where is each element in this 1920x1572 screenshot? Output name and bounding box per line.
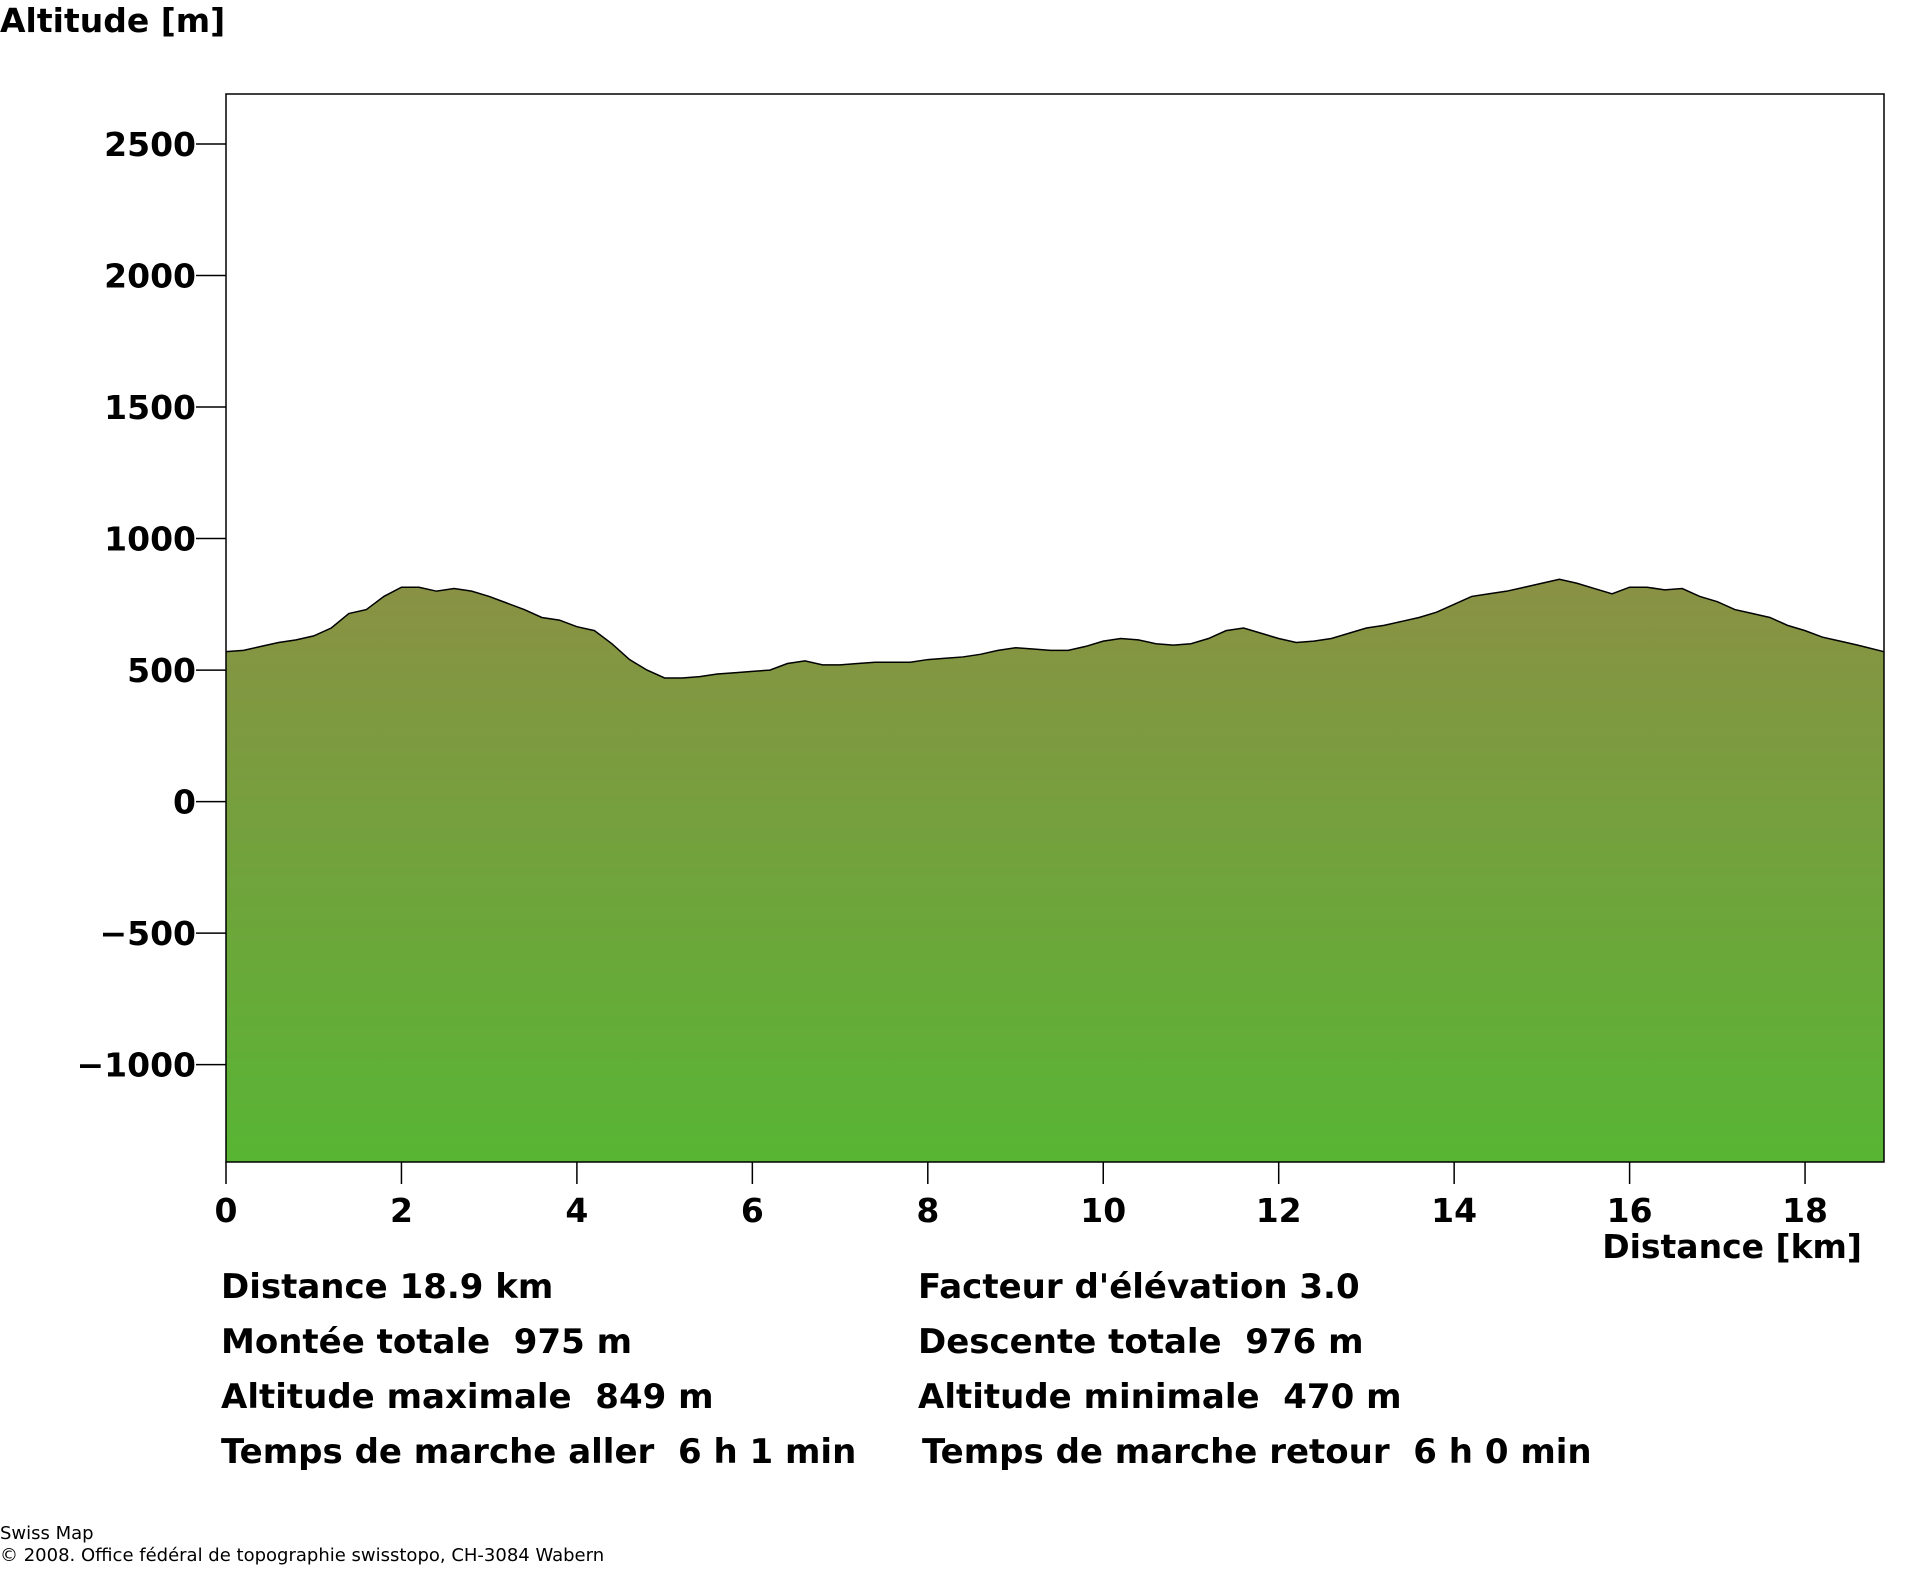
y-axis: 2500 2000 1500 1000 500 0 −500 −1000 [77, 125, 226, 1085]
x-tick-label: 6 [741, 1191, 764, 1230]
x-tick-label: 10 [1080, 1191, 1126, 1230]
x-tick-label: 4 [565, 1191, 588, 1230]
stats-panel: Distance 18.9 km Montée totale 975 m Alt… [221, 1267, 1592, 1472]
y-tick-label: 500 [127, 651, 196, 690]
stat-max-altitude: Altitude maximale 849 m [221, 1377, 714, 1417]
y-tick-label: −1000 [77, 1046, 197, 1085]
y-tick-label: 2000 [104, 257, 196, 296]
x-tick-label: 16 [1607, 1191, 1653, 1230]
y-tick-label: 1000 [104, 520, 196, 559]
x-axis: 0 2 4 6 8 10 12 14 16 18 [215, 1162, 1828, 1230]
x-tick-label: 12 [1256, 1191, 1302, 1230]
x-tick-label: 0 [215, 1191, 238, 1230]
stat-total-descent: Descente totale 976 m [918, 1322, 1364, 1362]
stat-total-ascent: Montée totale 975 m [221, 1322, 632, 1362]
x-tick-label: 8 [916, 1191, 939, 1230]
x-axis-title: Distance [km] [1602, 1227, 1862, 1266]
credit-copyright: © 2008. Office fédéral de topographie sw… [0, 1545, 604, 1566]
x-tick-label: 14 [1431, 1191, 1477, 1230]
stat-distance: Distance 18.9 km [221, 1267, 553, 1307]
elevation-profile-line [225, 578, 1885, 679]
y-tick-label: 1500 [104, 388, 196, 427]
plot-frame [225, 93, 1885, 1163]
stat-min-altitude: Altitude minimale 470 m [918, 1377, 1402, 1417]
y-tick-label: 2500 [104, 125, 196, 164]
plot-area [225, 93, 1885, 1163]
y-tick-label: −500 [99, 914, 196, 953]
y-tick-label: 0 [173, 783, 196, 822]
stat-walk-time-return: Temps de marche retour 6 h 0 min [922, 1432, 1592, 1472]
stat-walk-time-out: Temps de marche aller 6 h 1 min [221, 1432, 856, 1472]
credit-swiss-map: Swiss Map [0, 1523, 94, 1544]
x-tick-label: 2 [390, 1191, 413, 1230]
elevation-area [226, 579, 1884, 1162]
y-axis-title: Altitude [m] [0, 1, 225, 40]
x-tick-label: 18 [1782, 1191, 1828, 1230]
stat-elevation-factor: Facteur d'élévation 3.0 [918, 1267, 1360, 1307]
